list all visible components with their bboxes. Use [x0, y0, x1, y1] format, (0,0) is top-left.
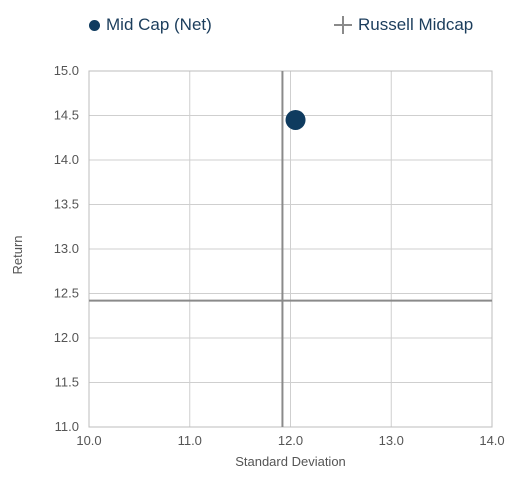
- y-tick-label: 14.0: [54, 152, 79, 167]
- y-tick-label: 12.5: [54, 286, 79, 301]
- x-axis-label: Standard Deviation: [235, 454, 346, 469]
- y-tick-label: 11.5: [55, 375, 79, 390]
- x-tick-label: 12.0: [278, 433, 303, 448]
- y-tick-label: 11.0: [55, 419, 79, 434]
- y-tick-label: 14.5: [54, 108, 79, 123]
- x-tick-label: 13.0: [379, 433, 404, 448]
- x-tick-label: 11.0: [178, 433, 202, 448]
- y-tick-label: 13.5: [54, 197, 79, 212]
- legend-label-mid-cap: Mid Cap (Net): [106, 15, 212, 34]
- y-tick-label: 12.0: [54, 330, 79, 345]
- y-tick-label: 13.0: [54, 241, 79, 256]
- legend-label-russell-midcap: Russell Midcap: [358, 15, 474, 34]
- legend-item-mid-cap: Mid Cap (Net): [89, 13, 212, 37]
- legend-item-russell-midcap: Russell Midcap: [334, 13, 473, 37]
- y-axis-label: Return: [10, 235, 25, 274]
- x-tick-label: 10.0: [76, 433, 101, 448]
- plus-marker-icon: [334, 16, 352, 34]
- circle-marker-icon: [89, 19, 100, 31]
- x-tick-labels: 10.0 11.0 12.0 13.0 14.0: [76, 433, 504, 448]
- grid: [88, 70, 493, 428]
- fund-data-point: [285, 109, 306, 130]
- y-tick-labels: 15.0 14.5 14.0 13.5 13.0 12.5 12.0 11.5 11.0: [54, 63, 79, 434]
- x-tick-label: 14.0: [479, 433, 504, 448]
- plot-frame: [88, 70, 493, 428]
- data-marks: [89, 71, 492, 427]
- y-tick-label: 15.0: [54, 63, 79, 78]
